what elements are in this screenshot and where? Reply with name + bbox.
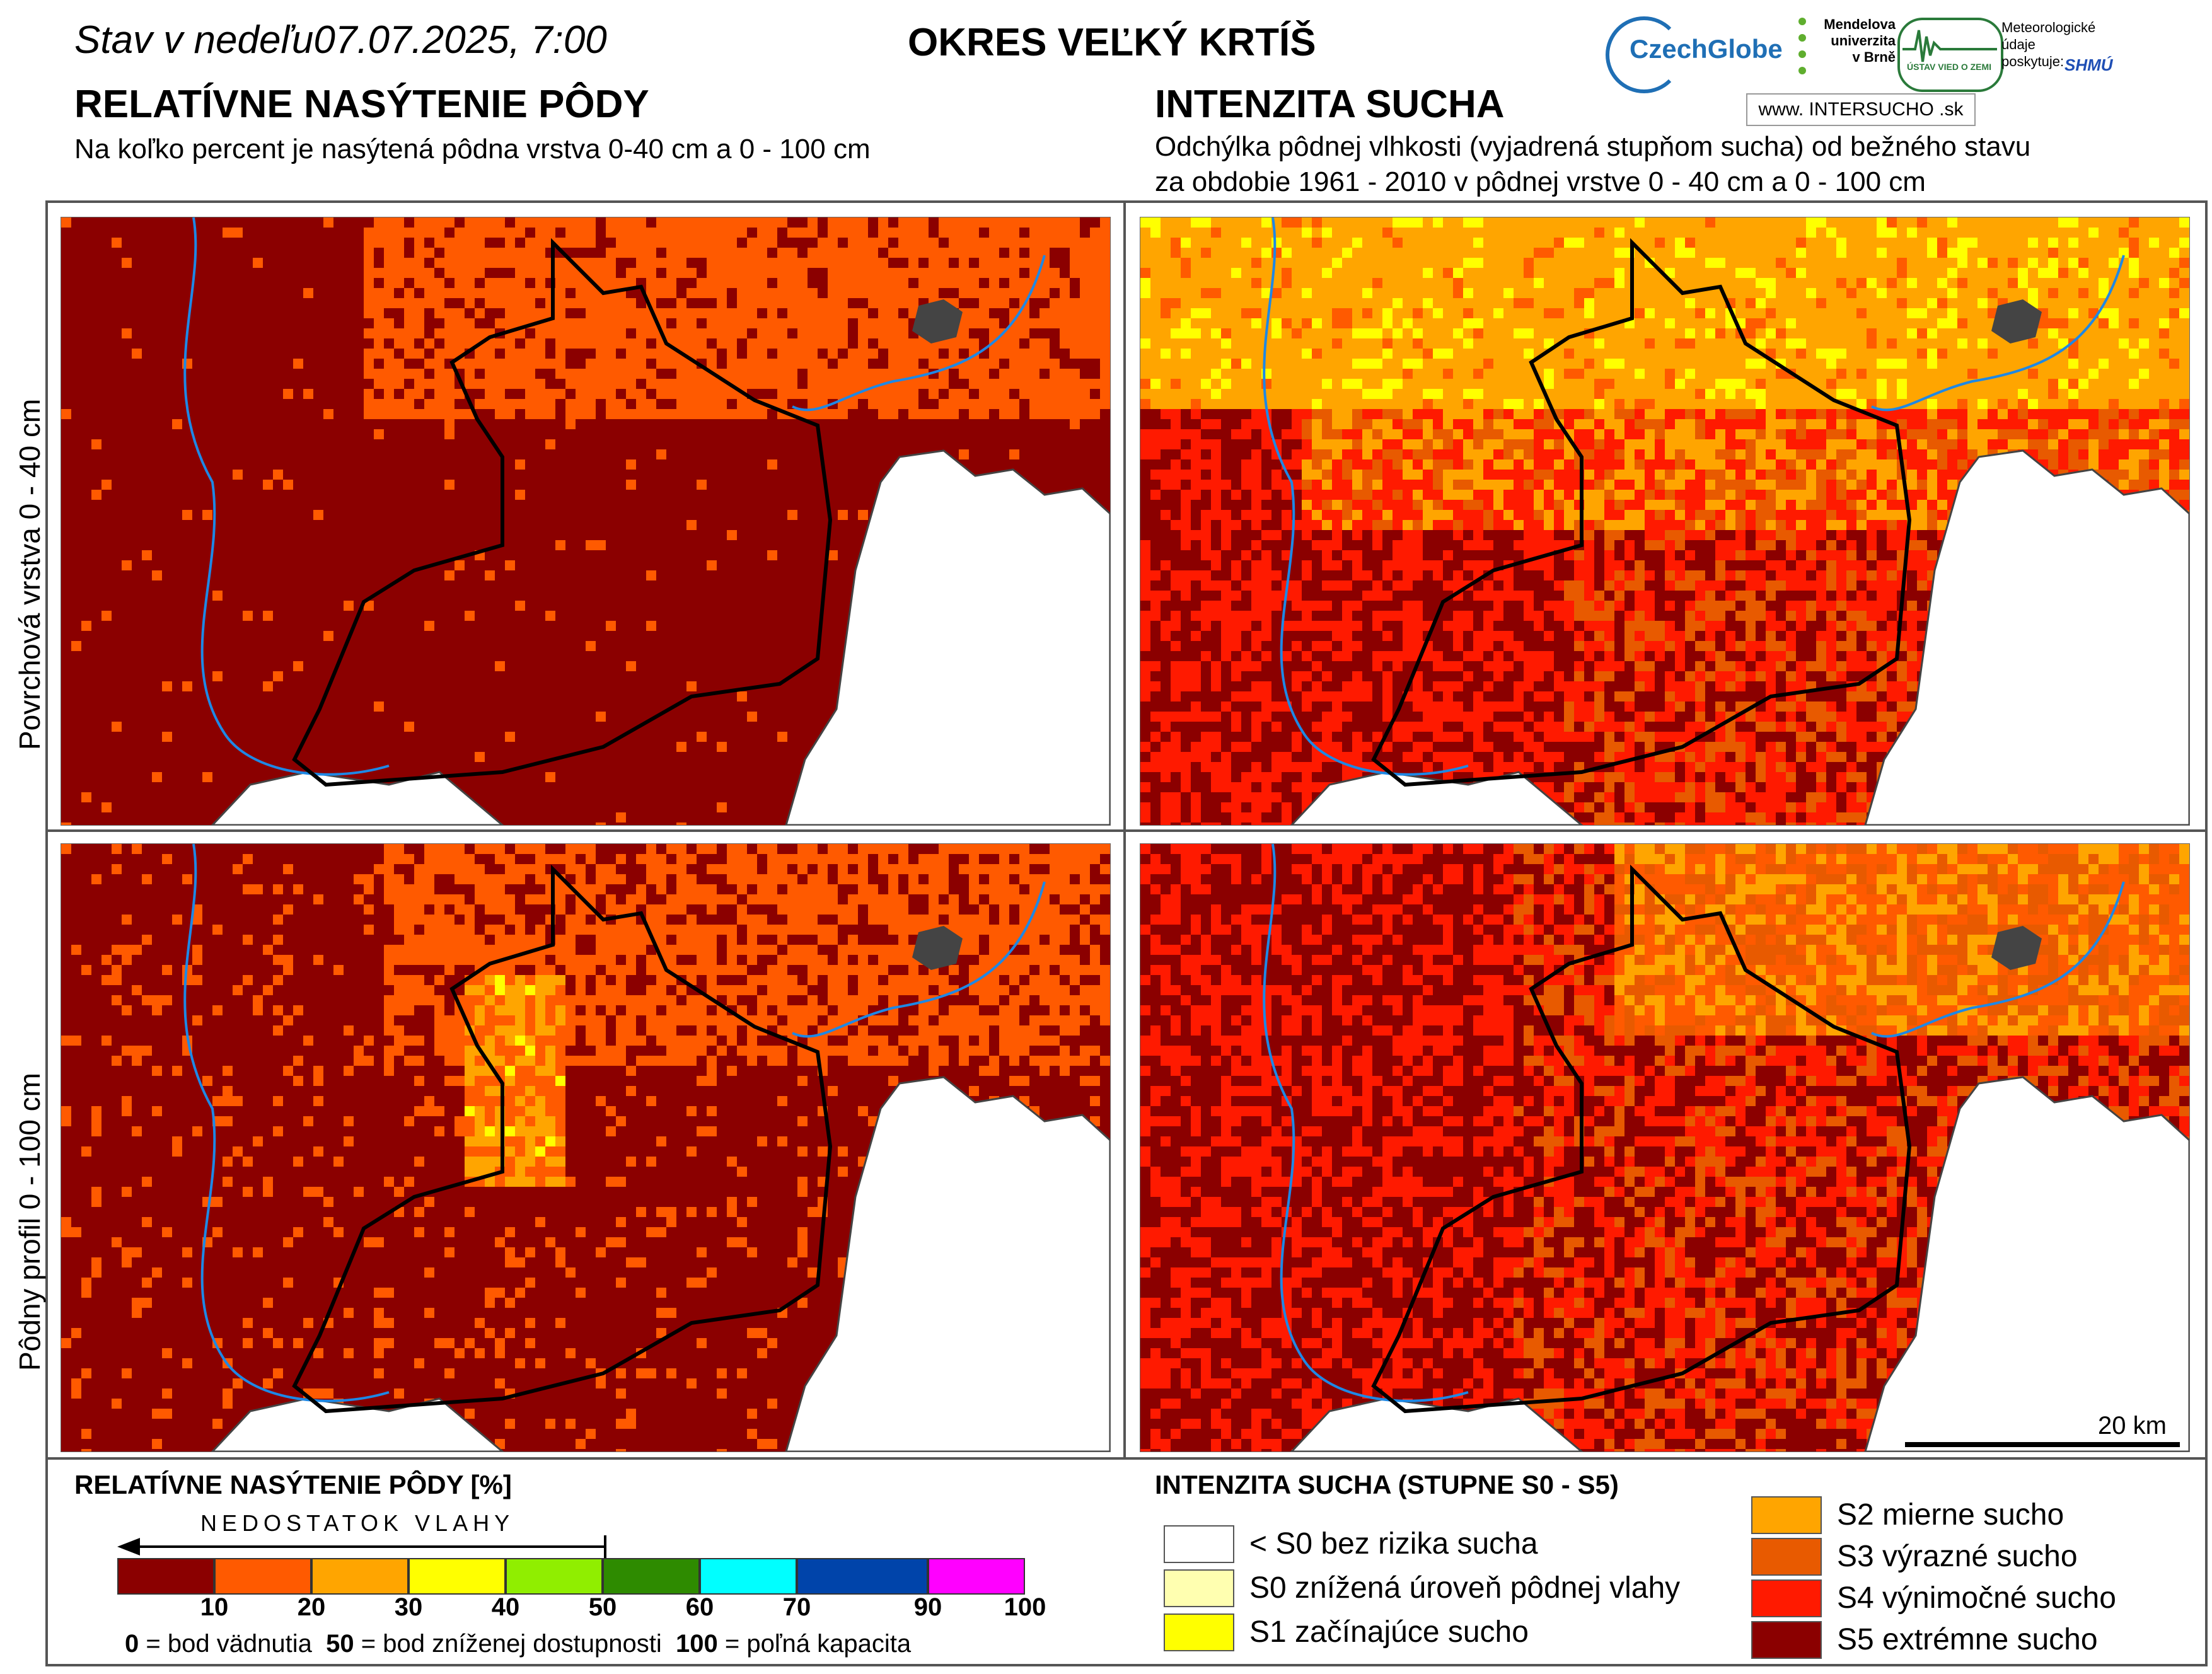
legend-drought-label: < S0 bez rizika sucha: [1249, 1527, 1538, 1561]
map-saturation-profile-svg: [61, 844, 1110, 1452]
foot-0: 0: [125, 1630, 139, 1658]
legend-drought-swatch: [1751, 1496, 1822, 1534]
legend-drought-label: S2 mierne sucho: [1837, 1498, 2064, 1532]
map-drought-profile: [1140, 843, 2190, 1452]
legend-drought-swatch: [1751, 1621, 1822, 1659]
legend-saturation-bin: [214, 1558, 311, 1595]
legend-drought-label: S3 výrazné sucho: [1837, 1539, 2078, 1574]
meteo-line-1: Meteorologické: [2001, 19, 2095, 36]
legend-saturation-tick: 50: [589, 1593, 617, 1622]
foot-100: 100: [676, 1630, 718, 1658]
legend-drought-swatch: [1164, 1569, 1234, 1607]
district-title: OKRES VEĽKÝ KRTÍŠ: [908, 20, 1316, 65]
legend-saturation-tick: 70: [783, 1593, 811, 1622]
czechglobe-logo-ring: [1606, 16, 1682, 93]
right-subtitle-line-1: Odchýlka pôdnej vlhkosti (vyjadrená stup…: [1155, 129, 2030, 165]
mendel-line-1: Mendelova: [1807, 16, 1896, 33]
czechglobe-logo: CzechGlobe: [1630, 34, 1783, 64]
mendel-logo: Mendelova univerzita v Brně: [1807, 16, 1896, 66]
panel-divider-horizontal: [45, 829, 2208, 832]
legend-saturation-bin: [928, 1558, 1025, 1595]
legend-saturation-footnote: 0 = bod vädnutia 50 = bod zníženej dostu…: [125, 1630, 911, 1658]
legend-drought-label: S5 extrémne sucho: [1837, 1622, 2098, 1657]
legend-drought-title: INTENZITA SUCHA (STUPNE S0 - S5): [1155, 1470, 1619, 1500]
right-subtitle-line-2: za obdobie 1961 - 2010 v pôdnej vrstve 0…: [1155, 165, 2030, 200]
left-subtitle: Na koľko percent je nasýtená pôdna vrstv…: [74, 134, 871, 165]
legend-drought-swatch: [1751, 1579, 1822, 1617]
figure-frame: [45, 200, 2208, 1666]
legend-drought-label: S4 výnimočné sucho: [1837, 1581, 2116, 1615]
left-heading: RELATÍVNE NASÝTENIE PÔDY: [74, 82, 649, 127]
legend-saturation-bin: [117, 1558, 214, 1595]
map-saturation-profile: [61, 843, 1111, 1452]
legend-drought-label: S1 začínajúce sucho: [1249, 1615, 1529, 1649]
legend-divider: [45, 1457, 2208, 1460]
uvz-logo: [1897, 18, 2003, 92]
foot-0-text: = bod vädnutia: [139, 1630, 326, 1658]
legend-saturation-tick: 60: [686, 1593, 714, 1622]
legend-saturation-tick: 90: [914, 1593, 942, 1622]
foot-50: 50: [326, 1630, 354, 1658]
logo-strip: CzechGlobe Mendelova univerzita v Brně Ú…: [1606, 11, 2178, 126]
legend-saturation-bin: [408, 1558, 506, 1595]
map-drought-topsoil-svg: [1140, 217, 2189, 825]
meteo-line-3: poskytuje:: [2001, 53, 2095, 70]
map-saturation-topsoil: [61, 217, 1111, 826]
map-drought-topsoil: [1140, 217, 2190, 826]
meteo-provider: Meteorologické údaje poskytuje:: [2001, 19, 2095, 70]
legend-saturation-tick: 100: [1004, 1593, 1046, 1622]
arrow-left-icon: [117, 1535, 606, 1558]
right-heading: INTENZITA SUCHA: [1155, 82, 1505, 127]
legend-saturation-tick: 20: [298, 1593, 326, 1622]
seismograph-icon: [1902, 30, 1997, 62]
row-label-bottom: Pôdny profil 0 - 100 cm: [13, 1073, 47, 1371]
date-title: Stav v nedeľu07.07.2025, 7:00: [74, 18, 607, 62]
scale-label: 20 km: [2098, 1412, 2167, 1440]
legend-arrow-label: NEDOSTATOK VLAHY: [200, 1510, 514, 1537]
meteo-line-2: údaje: [2001, 36, 2095, 53]
foot-50-text: = bod zníženej dostupnosti: [354, 1630, 676, 1658]
legend-drought-label: S0 znížená úroveň pôdnej vlahy: [1249, 1571, 1680, 1605]
legend-drought-swatch: [1164, 1613, 1234, 1651]
legend-saturation-bin: [311, 1558, 408, 1595]
uvz-logo-text: ÚSTAV VIED O ZEMI: [1907, 62, 1991, 72]
legend-saturation-tick: 10: [200, 1593, 229, 1622]
map-drought-profile-svg: [1140, 844, 2189, 1452]
shmu-logo: SHMÚ: [2064, 55, 2113, 75]
map-saturation-topsoil-svg: [61, 217, 1110, 825]
intersucho-link[interactable]: www. INTERSUCHO .sk: [1746, 93, 1976, 126]
legend-drought-swatch: [1751, 1538, 1822, 1576]
legend-saturation-tick: 30: [395, 1593, 423, 1622]
row-label-top: Povrchová vrstva 0 - 40 cm: [13, 399, 47, 750]
mendel-line-2: univerzita: [1807, 33, 1896, 49]
legend-saturation-bin: [700, 1558, 797, 1595]
right-subtitle: Odchýlka pôdnej vlhkosti (vyjadrená stup…: [1155, 129, 2030, 200]
legend-saturation-bin: [797, 1558, 928, 1595]
legend-saturation-bin: [603, 1558, 700, 1595]
legend-saturation-bin: [506, 1558, 603, 1595]
mendel-line-3: v Brně: [1807, 49, 1896, 66]
foot-100-text: = poľná kapacita: [718, 1630, 911, 1658]
legend-drought-swatch: [1164, 1525, 1234, 1563]
legend-saturation-tick: 40: [492, 1593, 520, 1622]
scale-bar: [1905, 1442, 2180, 1447]
legend-saturation-title: RELATÍVNE NASÝTENIE PÔDY [%]: [74, 1470, 512, 1500]
